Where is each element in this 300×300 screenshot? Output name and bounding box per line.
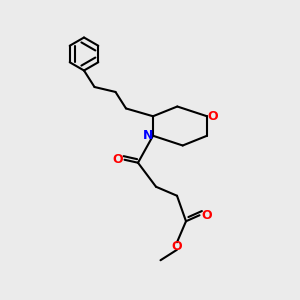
Text: O: O	[202, 209, 212, 222]
Text: O: O	[172, 240, 182, 253]
Text: O: O	[112, 153, 123, 166]
Text: O: O	[207, 110, 218, 123]
Text: N: N	[142, 129, 153, 142]
